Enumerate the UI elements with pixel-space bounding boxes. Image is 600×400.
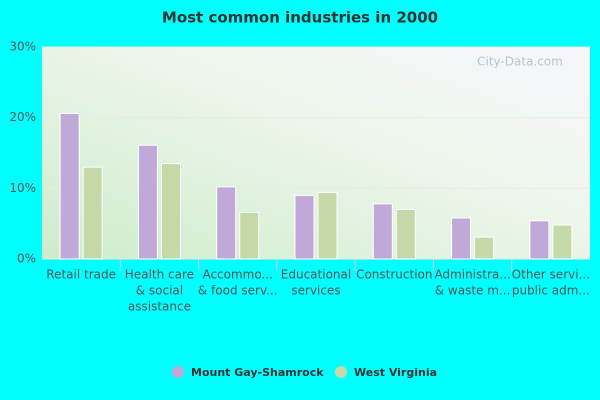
x-tick-label: assistance <box>128 300 191 314</box>
x-tick-label: Other servi... <box>512 268 590 282</box>
bar <box>372 203 393 260</box>
legend-label: West Virginia <box>354 366 437 379</box>
x-tick-label: & waste m... <box>435 284 511 298</box>
bar <box>294 194 315 260</box>
x-tick-label: Accommo... <box>202 268 273 282</box>
x-tick-label: Administra... <box>434 268 510 282</box>
x-tick-label: Health care <box>125 268 194 282</box>
y-tick-label: 30% <box>9 40 36 54</box>
bar <box>451 217 472 260</box>
x-tick-label: Retail trade <box>46 268 116 282</box>
y-tick-label: 20% <box>9 110 36 124</box>
legend-swatch <box>335 366 347 378</box>
x-tick-label: & social <box>136 284 183 298</box>
legend-label: Mount Gay-Shamrock <box>191 366 324 379</box>
bar <box>82 166 103 260</box>
y-tick-label: 10% <box>9 181 36 195</box>
bar <box>137 144 158 260</box>
bar <box>216 186 237 260</box>
watermark: City-Data.com <box>477 55 563 69</box>
chart-title: Most common industries in 2000 <box>162 9 438 27</box>
x-tick-label: Construction <box>356 268 432 282</box>
x-tick-label: & food serv... <box>198 284 278 298</box>
legend-swatch <box>172 366 184 378</box>
x-tick-label: public adm... <box>512 284 590 298</box>
bar <box>59 112 80 260</box>
bar <box>317 192 338 260</box>
bar <box>552 224 573 260</box>
y-tick-label: 0% <box>17 252 36 266</box>
bar <box>474 236 495 260</box>
bar <box>239 211 260 260</box>
bar <box>529 220 550 260</box>
x-tick-label: Educational <box>281 268 351 282</box>
x-tick-label: services <box>291 284 340 298</box>
bar <box>160 163 181 260</box>
bar <box>395 209 416 260</box>
plot-area <box>42 47 590 259</box>
